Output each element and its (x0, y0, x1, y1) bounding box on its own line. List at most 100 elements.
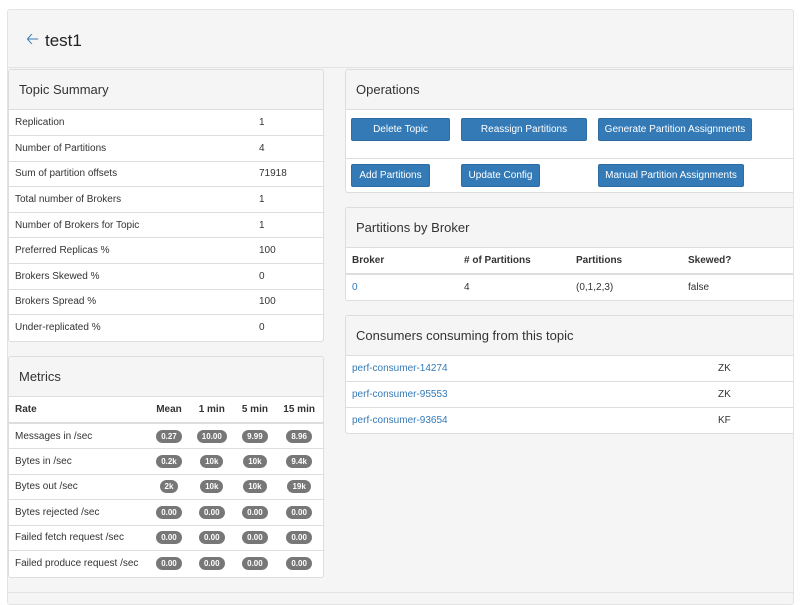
page-container: 🡠 test1 Topic Summary Replication 1 Number… (7, 9, 794, 605)
summary-value: 0 (253, 263, 323, 290)
skewed-header: Skewed? (682, 248, 793, 275)
metrics-row: Failed produce request /sec 0.00 0.00 0.00 0… (9, 550, 323, 576)
skewed-cell: false (688, 281, 710, 293)
operations-heading: Operations (346, 70, 793, 110)
partitions-by-broker-panel: Partitions by Broker Broker # of Partiti… (345, 207, 793, 301)
metric-cell: 0.00 (234, 499, 276, 525)
metric-badge: 0.00 (242, 557, 268, 570)
consumers-heading: Consumers consuming from this topic (346, 316, 793, 356)
metric-badge: 19k (287, 480, 311, 494)
metric-cell: 0.00 (275, 499, 323, 525)
metrics-header-5min: 5 min (234, 397, 276, 424)
metric-badge: 0.00 (198, 505, 225, 519)
broker-header: Broker (346, 248, 458, 275)
metric-cell: 10k (234, 448, 276, 474)
consumer-link[interactable]: perf-consumer-14274 (352, 363, 448, 374)
metrics-row: Failed fetch request /sec 0.00 0.00 0.00 0.0… (9, 524, 323, 551)
consumer-row: perf-consumer-95553 ZK (346, 381, 793, 407)
metric-badge: 10k (243, 454, 267, 468)
summary-label: Brokers Spread % (9, 288, 253, 315)
summary-label: Brokers Skewed % (9, 263, 253, 290)
broker-row: 0 4 (0,1,2,3) false (346, 274, 793, 300)
broker-link[interactable]: 0 (352, 281, 358, 293)
metric-label: Bytes out /sec (9, 473, 149, 500)
metric-badge: 8.96 (286, 429, 312, 443)
summary-label: Total number of Brokers (9, 186, 253, 213)
metric-cell: 10k (234, 473, 276, 500)
consumer-type-cell: ZK (712, 381, 793, 407)
summary-label: Number of Partitions (9, 135, 253, 162)
metric-cell: 0.00 (149, 550, 189, 576)
topic-summary-panel: Topic Summary Replication 1 Number of Part… (8, 69, 324, 342)
page-title: test1 (45, 31, 82, 50)
metrics-header-15min: 15 min (275, 397, 323, 424)
update-config-button[interactable]: Update Config (461, 164, 540, 187)
consumer-name-cell: perf-consumer-93654 (346, 406, 712, 433)
metric-cell: 0.00 (188, 550, 235, 576)
summary-value: 1 (259, 117, 265, 129)
summary-row: Sum of partition offsets 71918 (9, 160, 323, 187)
metric-badge: 0.00 (242, 505, 268, 519)
metric-badge: 10k (200, 454, 224, 468)
delete-topic-button[interactable]: Delete Topic (351, 118, 450, 141)
summary-row: Preferred Replicas % 100 (9, 237, 323, 264)
metric-badge: 0.00 (156, 505, 182, 519)
metric-label: Failed produce request /sec (9, 550, 149, 576)
metric-cell: 2k (149, 473, 189, 500)
metric-badge: 10.00 (196, 429, 227, 443)
consumers-table: perf-consumer-14274 ZK perf-consumer-95553… (346, 356, 793, 433)
metric-badge: 9.99 (242, 429, 268, 443)
metric-badge: 9.4k (286, 454, 312, 468)
metric-cell: 8.96 (275, 423, 323, 449)
summary-label: Number of Brokers for Topic (9, 211, 253, 238)
metric-cell: 9.4k (275, 448, 323, 474)
metric-badge: 0.00 (156, 531, 182, 545)
summary-row: Replication 1 (9, 110, 323, 136)
topic-summary-heading: Topic Summary (9, 70, 323, 110)
summary-label: Preferred Replicas % (9, 237, 253, 264)
page-header: 🡠 test1 (8, 10, 793, 68)
summary-label: Sum of partition offsets (9, 160, 253, 187)
metric-cell: 10.00 (189, 423, 235, 449)
partitions-by-broker-table: Broker # of Partitions Partitions Skewed… (346, 248, 793, 300)
summary-value: 100 (253, 237, 323, 264)
metric-cell: 10k (188, 448, 235, 474)
metric-badge: 0.00 (286, 557, 312, 570)
metrics-row: Bytes out /sec 2k 10k 10k 19k (9, 473, 323, 500)
partitions-cell: (0,1,2,3) (576, 281, 614, 293)
consumer-link[interactable]: perf-consumer-93654 (352, 414, 448, 426)
summary-value: 100 (253, 288, 323, 315)
metric-badge: 0.00 (156, 557, 182, 570)
metric-label: Bytes in /sec (9, 448, 149, 474)
arrow-left-icon[interactable]: 🡠 (26, 31, 39, 48)
metric-cell: 0.00 (188, 524, 235, 551)
summary-row: Under-replicated % 0 (9, 314, 323, 341)
metric-cell: 19k (275, 473, 323, 500)
summary-row: Total number of Brokers 1 (9, 186, 323, 213)
footer-panel (8, 592, 793, 604)
metric-cell: 0.00 (234, 524, 276, 551)
metrics-panel: Metrics Rate Mean 1 min 5 min 15 min Mes… (8, 356, 324, 578)
metric-cell: 0.00 (149, 499, 189, 525)
metric-cell: 9.99 (235, 423, 276, 449)
topic-summary-table: Replication 1 Number of Partitions 4 Sum of … (9, 110, 323, 341)
summary-row: Number of Brokers for Topic 1 (9, 211, 323, 238)
manual-partition-assignments-button[interactable]: Manual Partition Assignments (598, 164, 744, 187)
metrics-heading: Metrics (9, 357, 323, 397)
metric-badge: 0.00 (242, 531, 268, 545)
summary-row: Brokers Skewed % 0 (9, 263, 323, 290)
metrics-table: Rate Mean 1 min 5 min 15 min Messages in… (9, 397, 323, 576)
reassign-partitions-button[interactable]: Reassign Partitions (461, 118, 587, 141)
metric-cell: 0.2k (149, 448, 189, 474)
add-partitions-button[interactable]: Add Partitions (351, 164, 430, 187)
generate-partition-assignments-button[interactable]: Generate Partition Assignments (598, 118, 752, 141)
metric-badge: 0.2k (156, 454, 182, 468)
broker-cell: 0 (346, 274, 458, 300)
consumer-link[interactable]: perf-consumer-95553 (352, 388, 448, 400)
metric-cell: 0.00 (188, 499, 235, 525)
metric-badge: 0.00 (286, 531, 312, 545)
summary-value: 1 (253, 186, 323, 213)
metrics-header-rate: Rate (9, 397, 149, 424)
partition-count-header: # of Partitions (458, 248, 570, 275)
partitions-by-broker-heading: Partitions by Broker (346, 208, 793, 248)
